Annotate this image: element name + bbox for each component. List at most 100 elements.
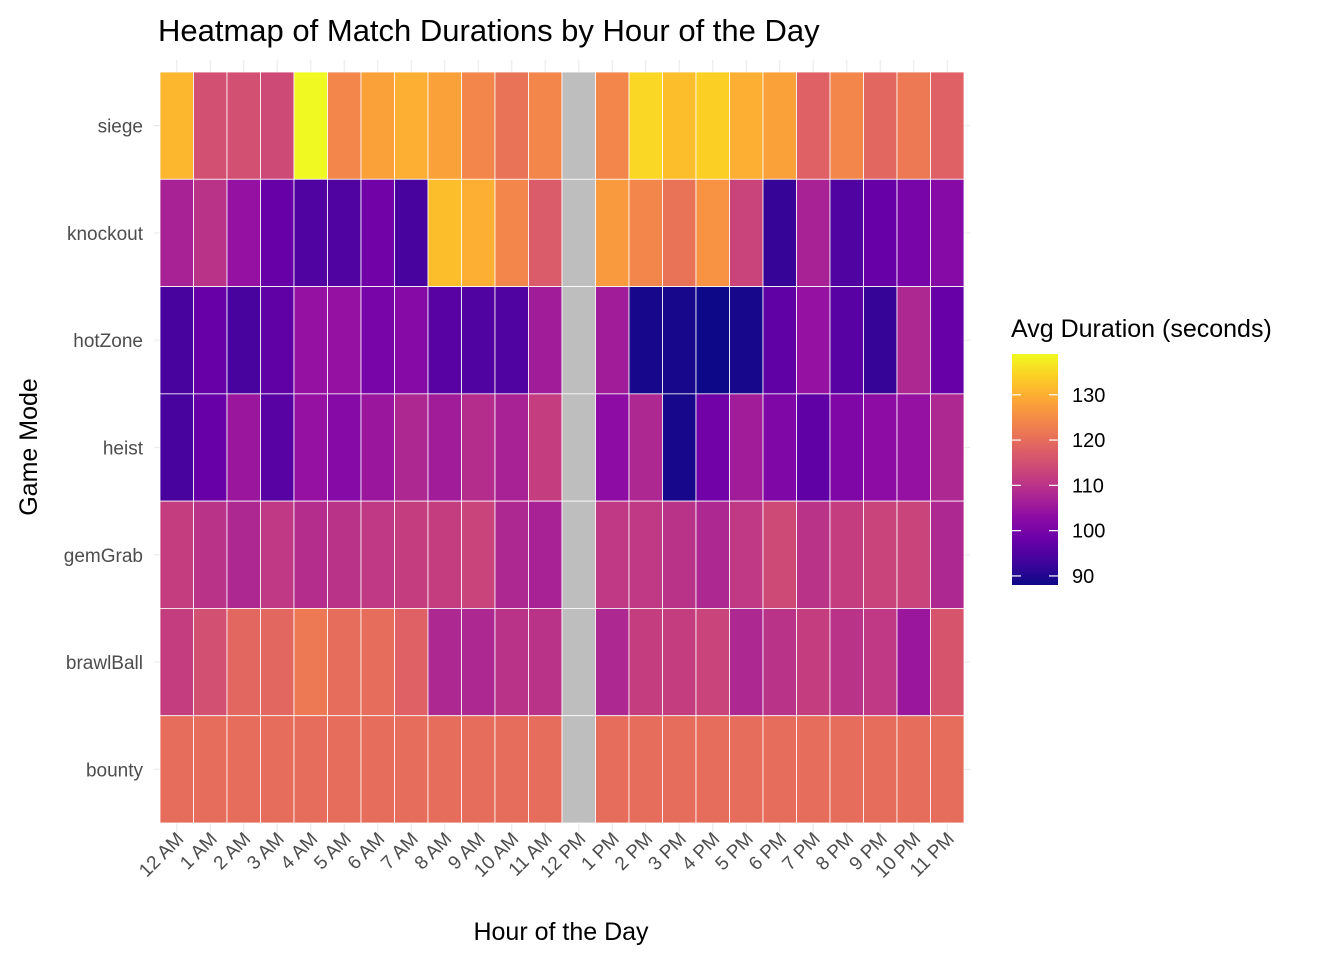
heatmap-cell-gemGrab-3pm	[662, 500, 697, 609]
heatmap-cell-knockout-6pm	[762, 178, 797, 287]
heatmap-cell-bounty-5pm	[729, 715, 764, 824]
heatmap-cell-gemGrab-5pm	[729, 500, 764, 609]
heatmap-cell-gemGrab-1am	[193, 500, 228, 609]
heatmap-cell-gemGrab-3am	[260, 500, 295, 609]
heatmap-cell-heist-6pm	[762, 393, 797, 502]
heatmap-cell-heist-10am	[494, 393, 529, 502]
heatmap-cell-knockout-9am	[461, 178, 496, 287]
heatmap-cell-siege-2pm	[628, 71, 663, 180]
legend-tick-label: 120	[1072, 430, 1105, 452]
heatmap-cell-siege-1pm	[595, 71, 630, 180]
heatmap-cell-heist-2am	[226, 393, 261, 502]
legend-tick-label: 110	[1072, 475, 1104, 497]
heatmap-cell-bounty-3pm	[662, 715, 697, 824]
heatmap-cell-knockout-12am	[159, 178, 194, 287]
x-tick-label: 2 AM	[210, 829, 255, 874]
heatmap-cell-siege-9am	[461, 71, 496, 180]
heatmap-cell-bounty-8am	[427, 715, 462, 824]
heatmap-cell-brawlBall-5pm	[729, 608, 764, 717]
x-tick-label: 8 PM	[812, 829, 858, 875]
heatmap-cell-gemGrab-4am	[293, 500, 328, 609]
heatmap-cell-gemGrab-6am	[360, 500, 395, 609]
heatmap-cell-heist-5pm	[729, 393, 764, 502]
heatmap-cell-gemGrab-9am	[461, 500, 496, 609]
heatmap-cell-siege-7am	[394, 71, 429, 180]
heatmap-cell-hotZone-4pm	[695, 286, 730, 395]
x-tick-label: 3 PM	[645, 829, 691, 875]
x-tick-label: 7 PM	[779, 829, 825, 875]
x-tick-label: 2 PM	[611, 829, 657, 875]
heatmap-cell-heist-7pm	[796, 393, 831, 502]
heatmap-cell-knockout-7pm	[796, 178, 831, 287]
heatmap-cell-hotZone-7am	[394, 286, 429, 395]
heatmap-cell-gemGrab-5am	[327, 500, 362, 609]
heatmap-cell-knockout-10am	[494, 178, 529, 287]
heatmap-cell-brawlBall-8am	[427, 608, 462, 717]
heatmap-cell-brawlBall-4am	[293, 608, 328, 717]
heatmap-cell-knockout-11pm	[930, 178, 965, 287]
chart-title: Heatmap of Match Durations by Hour of th…	[158, 13, 820, 48]
heatmap-cell-heist-8pm	[829, 393, 864, 502]
heatmap-cell-bounty-5am	[327, 715, 362, 824]
heatmap-cell-gemGrab-6pm	[762, 500, 797, 609]
legend-title: Avg Duration (seconds)	[1011, 315, 1272, 343]
heatmap-cell-heist-12am	[159, 393, 194, 502]
heatmap-cell-brawlBall-3pm	[662, 608, 697, 717]
heatmap-cell-gemGrab-1pm	[595, 500, 630, 609]
x-tick-label: 4 PM	[678, 829, 724, 875]
heatmap-cell-gemGrab-7pm	[796, 500, 831, 609]
heatmap-cell-knockout-11am	[528, 178, 563, 287]
y-tick-label: bounty	[86, 760, 144, 781]
heatmap-cell-siege-7pm	[796, 71, 831, 180]
heatmap-cell-gemGrab-11am	[528, 500, 563, 609]
heatmap-cell-brawlBall-11am	[528, 608, 563, 717]
heatmap-cell-siege-11pm	[930, 71, 965, 180]
heatmap-cell-bounty-12am	[159, 715, 194, 824]
heatmap-cell-hotZone-10am	[494, 286, 529, 395]
heatmap-cell-bounty-4pm	[695, 715, 730, 824]
heatmap-cell-brawlBall-2am	[226, 608, 261, 717]
heatmap-cell-hotZone-1am	[193, 286, 228, 395]
heatmap-cell-bounty-8pm	[829, 715, 864, 824]
heatmap-cell-brawlBall-6am	[360, 608, 395, 717]
heatmap-cell-knockout-7am	[394, 178, 429, 287]
heatmap-cell-hotZone-12am	[159, 286, 194, 395]
heatmap-cell-gemGrab-2am	[226, 500, 261, 609]
heatmap-cell-hotZone-5pm	[729, 286, 764, 395]
heatmap-cell-knockout-5pm	[729, 178, 764, 287]
heatmap-cell-knockout-2am	[226, 178, 261, 287]
x-tick-label: 8 AM	[411, 829, 456, 874]
heatmap-cell-siege-2am	[226, 71, 261, 180]
x-tick-label: 6 PM	[745, 829, 791, 875]
heatmap-cell-brawlBall-7pm	[796, 608, 831, 717]
heatmap-cell-gemGrab-11pm	[930, 500, 965, 609]
heatmap-cell-heist-2pm	[628, 393, 663, 502]
heatmap-cell-bounty-10pm	[896, 715, 931, 824]
heatmap-cell-gemGrab-10pm	[896, 500, 931, 609]
heatmap-cell-knockout-4pm	[695, 178, 730, 287]
heatmap-cell-heist-4am	[293, 393, 328, 502]
x-tick-label: 3 AM	[243, 829, 288, 874]
y-axis: siege knockout hotZone heist gemGrab brawlBal…	[64, 117, 144, 782]
heatmap-cell-hotZone-4am	[293, 286, 328, 395]
heatmap-cell-heist-1am	[193, 393, 228, 502]
heatmap-cell-knockout-12pm	[561, 178, 596, 287]
heatmap-cell-bounty-1pm	[595, 715, 630, 824]
heatmap-cell-hotZone-11am	[528, 286, 563, 395]
heatmap-cell-hotZone-3pm	[662, 286, 697, 395]
heatmap-cell-brawlBall-10pm	[896, 608, 931, 717]
heatmap-cell-knockout-3pm	[662, 178, 697, 287]
heatmap-cell-brawlBall-1pm	[595, 608, 630, 717]
heatmap-cell-siege-9pm	[863, 71, 898, 180]
x-tick-label: 5 AM	[310, 829, 355, 874]
heatmap-cell-hotZone-3am	[260, 286, 295, 395]
heatmap-cell-brawlBall-12pm	[561, 608, 596, 717]
y-tick-label: heist	[103, 439, 144, 460]
heatmap-cell-bounty-9am	[461, 715, 496, 824]
heatmap-cell-hotZone-10pm	[896, 286, 931, 395]
heatmap-cell-bounty-6pm	[762, 715, 797, 824]
y-tick-label: siege	[98, 117, 143, 138]
heatmap-cell-heist-12pm	[561, 393, 596, 502]
heatmap-cell-gemGrab-9pm	[863, 500, 898, 609]
x-tick-label: 5 PM	[712, 829, 758, 875]
